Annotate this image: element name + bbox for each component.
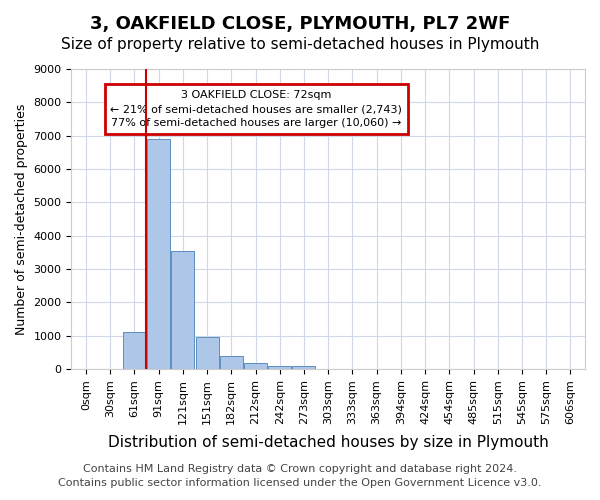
Y-axis label: Number of semi-detached properties: Number of semi-detached properties — [15, 104, 28, 334]
Bar — [172, 250, 194, 369]
X-axis label: Distribution of semi-detached houses by size in Plymouth: Distribution of semi-detached houses by … — [108, 435, 548, 450]
Bar — [123, 332, 146, 369]
Bar — [196, 336, 218, 369]
Bar — [220, 356, 243, 369]
Bar — [244, 362, 267, 369]
Text: Contains HM Land Registry data © Crown copyright and database right 2024.
Contai: Contains HM Land Registry data © Crown c… — [58, 464, 542, 487]
Bar — [292, 366, 316, 369]
Bar — [147, 139, 170, 369]
Text: 3, OAKFIELD CLOSE, PLYMOUTH, PL7 2WF: 3, OAKFIELD CLOSE, PLYMOUTH, PL7 2WF — [90, 15, 510, 33]
Bar — [268, 366, 291, 369]
Text: Size of property relative to semi-detached houses in Plymouth: Size of property relative to semi-detach… — [61, 38, 539, 52]
Text: 3 OAKFIELD CLOSE: 72sqm
← 21% of semi-detached houses are smaller (2,743)
77% of: 3 OAKFIELD CLOSE: 72sqm ← 21% of semi-de… — [110, 90, 402, 128]
